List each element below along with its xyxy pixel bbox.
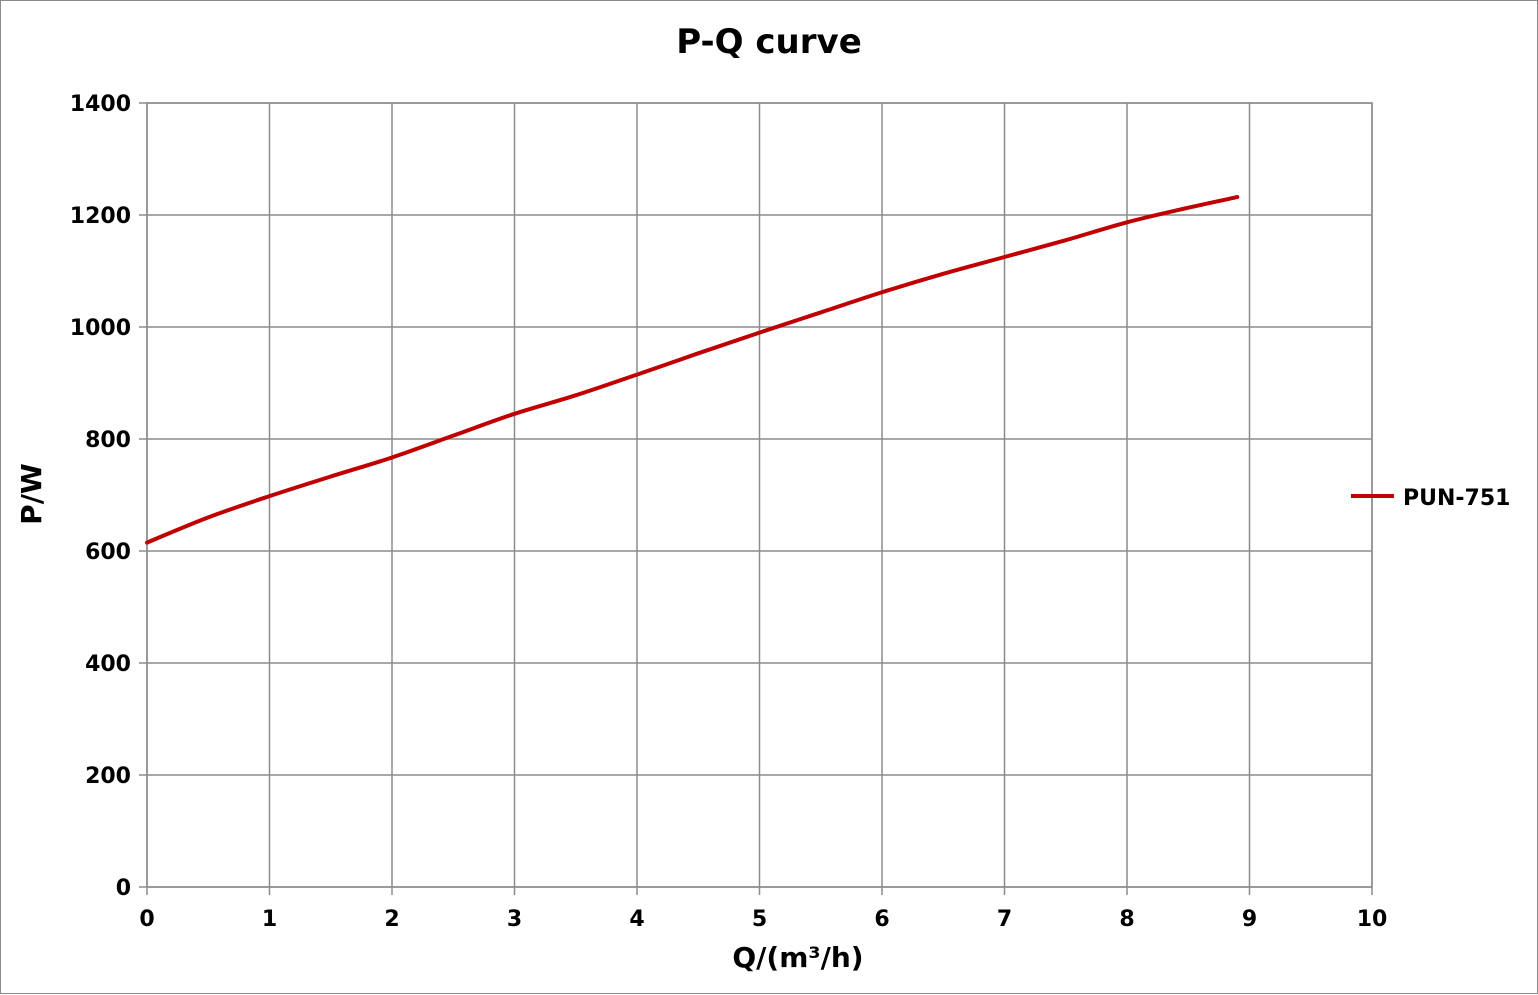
x-axis-title: Q/(m³/h) xyxy=(732,941,863,974)
tick-labels: 0 1 2 3 4 5 6 7 8 9 10 0 200 400 600 800 1000 1200 1400 xyxy=(70,92,1388,932)
x-tick-label: 5 xyxy=(752,907,767,932)
y-tick-label: 0 xyxy=(116,876,131,901)
x-tick-label: 8 xyxy=(1119,907,1134,932)
x-tick-label: 6 xyxy=(874,907,889,932)
y-tick-label: 400 xyxy=(85,652,131,677)
x-tick-label: 2 xyxy=(384,907,399,932)
x-tick-label: 10 xyxy=(1357,907,1388,932)
axes xyxy=(139,102,1373,895)
y-tick-label: 800 xyxy=(85,428,131,453)
y-tick-label: 1400 xyxy=(70,92,131,117)
y-axis-title: P/W xyxy=(15,463,48,525)
grid xyxy=(146,102,1373,888)
series-line-pun-751 xyxy=(145,195,1240,545)
y-tick-label: 200 xyxy=(85,764,131,789)
legend-label-pun-751: PUN-751 xyxy=(1403,486,1510,511)
legend: PUN-751 xyxy=(1351,486,1510,511)
x-tick-label: 7 xyxy=(997,907,1012,932)
x-tick-label: 1 xyxy=(262,907,277,932)
y-tick-label: 600 xyxy=(85,540,131,565)
y-tick-label: 1000 xyxy=(70,316,131,341)
x-tick-label: 9 xyxy=(1242,907,1257,932)
series-layer xyxy=(145,195,1240,545)
y-tick-label: 1200 xyxy=(70,204,131,229)
x-tick-label: 4 xyxy=(629,907,644,932)
chart-title: P-Q curve xyxy=(676,22,862,62)
x-tick-label: 3 xyxy=(507,907,522,932)
x-tick-label: 0 xyxy=(139,907,154,932)
